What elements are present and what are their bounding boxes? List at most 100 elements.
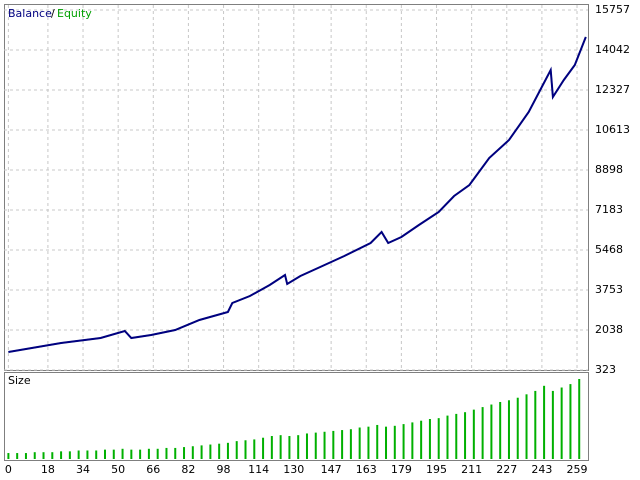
size-bar [262, 437, 265, 459]
x-tick-label: 179 [391, 463, 412, 476]
y-tick-label: 323 [595, 363, 616, 376]
size-bar [95, 450, 98, 459]
y-tick-label: 2038 [595, 323, 623, 336]
size-bar [244, 440, 247, 459]
x-tick-label: 130 [283, 463, 304, 476]
x-tick-label: 114 [248, 463, 269, 476]
size-bar [86, 450, 89, 459]
size-bar [42, 452, 45, 459]
x-tick-label: 66 [146, 463, 160, 476]
size-bar [499, 401, 502, 459]
size-bar [60, 451, 63, 459]
x-tick-label: 259 [567, 463, 588, 476]
size-bar [472, 409, 475, 459]
size-bar [332, 430, 335, 459]
size-bar [393, 425, 396, 459]
size-bar [77, 450, 80, 459]
size-bar [183, 447, 186, 459]
x-tick-label: 211 [461, 463, 482, 476]
size-bar [130, 449, 133, 459]
x-tick-label: 243 [531, 463, 552, 476]
y-tick-label: 12327 [595, 83, 630, 96]
size-bar [551, 390, 554, 459]
size-bar [121, 448, 124, 459]
x-tick-label: 82 [181, 463, 195, 476]
size-bar [7, 453, 10, 459]
size-bar [270, 436, 273, 459]
size-bar [385, 426, 388, 459]
size-bar [437, 418, 440, 459]
size-bar [376, 424, 379, 459]
y-tick-label: 7183 [595, 203, 623, 216]
size-bar [33, 452, 36, 459]
size-bar [402, 424, 405, 459]
size-bar [51, 452, 54, 459]
size-bar [569, 384, 572, 459]
y-tick-label: 15757 [595, 3, 630, 16]
x-tick-label: 34 [76, 463, 90, 476]
size-bar [209, 444, 212, 459]
size-bar [367, 426, 370, 459]
x-tick-label: 195 [426, 463, 447, 476]
legend-equity: Equity [57, 7, 92, 20]
size-bar [226, 442, 229, 459]
x-tick-label: 227 [496, 463, 517, 476]
y-tick-label: 3753 [595, 283, 623, 296]
legend: Balance / Equity [8, 7, 92, 20]
size-bar [349, 429, 352, 459]
size-bar [323, 431, 326, 459]
x-tick-label: 163 [356, 463, 377, 476]
line-balance [8, 36, 587, 353]
size-bar [525, 394, 528, 459]
legend-separator: / [51, 7, 55, 20]
x-tick-label: 147 [321, 463, 342, 476]
size-bar [112, 449, 115, 459]
size-bar [411, 422, 414, 459]
size-bar [420, 420, 423, 459]
x-tick-label: 0 [5, 463, 12, 476]
size-bar [218, 443, 221, 459]
y-tick-label: 10613 [595, 123, 630, 136]
balance-panel [4, 4, 589, 371]
size-bar [314, 432, 317, 459]
size-bar [191, 446, 194, 459]
size-bar [305, 433, 308, 459]
y-tick-label: 5468 [595, 243, 623, 256]
size-bar [174, 447, 177, 459]
size-bar [165, 447, 168, 459]
size-bar [341, 430, 344, 459]
size-bar [516, 397, 519, 459]
size-bar [464, 412, 467, 459]
size-bar [560, 387, 563, 459]
size-bar [358, 427, 361, 459]
size-bar [481, 407, 484, 459]
size-bar [147, 448, 150, 459]
size-bar [16, 453, 19, 459]
size-bar [455, 413, 458, 459]
size-bar [200, 445, 203, 459]
size-bar [507, 400, 510, 459]
size-bar [103, 449, 106, 459]
size-bar [578, 379, 581, 459]
size-bar [288, 436, 291, 459]
size-bar [279, 435, 282, 459]
x-tick-label: 98 [217, 463, 231, 476]
size-bar [139, 449, 142, 459]
size-bar [235, 441, 238, 459]
size-bar [543, 385, 546, 459]
size-title: Size [8, 374, 31, 387]
size-bar [534, 390, 537, 459]
size-bar [253, 439, 256, 459]
size-bar [297, 435, 300, 459]
x-tick-label: 50 [111, 463, 125, 476]
size-bar [156, 448, 159, 459]
legend-balance: Balance [8, 7, 52, 20]
size-bar [428, 419, 431, 459]
x-tick-label: 18 [41, 463, 55, 476]
size-bar [490, 404, 493, 459]
size-bar [446, 415, 449, 459]
y-tick-label: 14042 [595, 43, 630, 56]
size-bar [68, 451, 71, 459]
y-tick-label: 8898 [595, 163, 623, 176]
size-bar [24, 453, 27, 459]
